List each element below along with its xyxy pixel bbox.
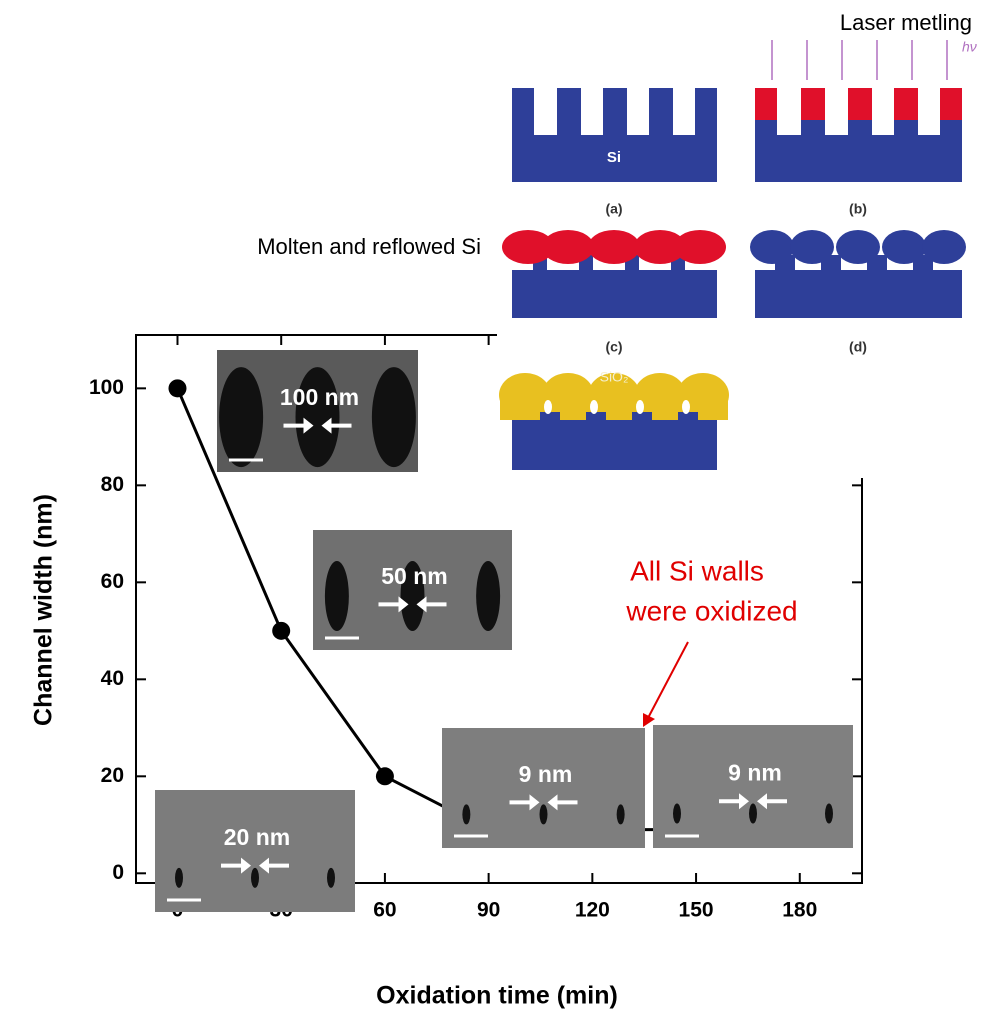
x-tick-label: 90 [477, 899, 500, 922]
inset-label: 50 nm [381, 563, 447, 589]
sem-channel [327, 868, 335, 888]
y-tick-label: 80 [101, 473, 124, 496]
sem-inset [653, 725, 853, 848]
y-tick-label: 20 [101, 764, 124, 787]
schematic-side-label: Molten and reflowed Si [257, 234, 481, 259]
sem-channel [476, 561, 500, 631]
sem-channel [251, 868, 259, 888]
sem-channel [540, 804, 548, 824]
x-tick-label: 120 [575, 899, 610, 922]
sem-channel [296, 367, 340, 467]
y-tick-label: 40 [101, 667, 124, 690]
y-tick-label: 0 [112, 861, 124, 884]
sem-channel [325, 561, 349, 631]
y-tick-label: 100 [89, 376, 124, 399]
y-axis-label: Channel width (nm) [30, 494, 58, 726]
y-tick-label: 60 [101, 570, 124, 593]
x-axis-label: Oxidation time (min) [376, 982, 618, 1010]
sem-channel [462, 804, 470, 824]
sem-channel [749, 804, 757, 824]
panel-label: (a) [605, 201, 622, 217]
sem-inset [442, 728, 645, 848]
figure: 0306090120150180020406080100 100 nm50 nm… [0, 0, 982, 1030]
inset-label: 20 nm [224, 824, 290, 850]
panel-label: (b) [849, 201, 867, 217]
x-tick-label: 60 [373, 899, 396, 922]
annotation-arrow [648, 642, 688, 718]
panel-label: (d) [849, 339, 867, 355]
label-si: Si [607, 149, 621, 166]
data-point [376, 767, 394, 785]
data-point [168, 379, 186, 397]
comb-c [502, 230, 726, 318]
sem-channel [219, 367, 263, 467]
sem-channel [372, 367, 416, 467]
schematic-title: Laser metling [840, 10, 972, 35]
sem-channel [825, 804, 833, 824]
schematic: Si hν SiO₂ (a) (b) (c) (d) [497, 38, 980, 478]
annotation: were oxidized [625, 595, 797, 626]
comb-d [750, 230, 966, 318]
label-sio2: SiO₂ [600, 369, 629, 385]
sem-channel [617, 804, 625, 824]
annotation: All Si walls [630, 555, 764, 586]
x-tick-label: 180 [782, 899, 817, 922]
inset-label: 9 nm [519, 761, 573, 787]
data-point [272, 622, 290, 640]
inset-label: 100 nm [280, 384, 359, 410]
inset-label: 9 nm [728, 759, 782, 785]
sem-inset [155, 790, 355, 912]
sem-channel [673, 804, 681, 824]
sem-channel [175, 868, 183, 888]
x-tick-label: 150 [679, 899, 714, 922]
comb-e [499, 373, 729, 470]
panel-label: (c) [605, 339, 622, 355]
label-hv: hν [962, 39, 977, 55]
